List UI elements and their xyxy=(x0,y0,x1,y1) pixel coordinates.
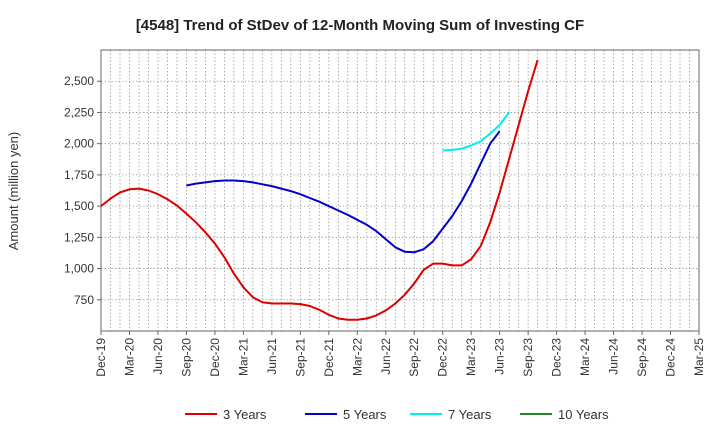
y-tick-label: 1,250 xyxy=(64,230,94,244)
legend: 3 Years 5 Years 7 Years 10 Years xyxy=(185,407,609,422)
x-tick-label: Jun-20 xyxy=(151,338,165,375)
y-tick-label: 2,000 xyxy=(64,137,94,151)
x-tick-label: Dec-19 xyxy=(94,338,108,377)
x-tick-label: Mar-23 xyxy=(464,338,478,376)
y-tick-label: 2,250 xyxy=(64,105,94,119)
x-tick-label: Dec-20 xyxy=(208,338,222,377)
x-tick-label: Sep-20 xyxy=(179,338,193,377)
x-axis-ticks: Dec-19 Mar-20 Jun-20 Sep-20 Dec-20 Mar-21 Jun-… xyxy=(94,331,706,377)
legend-label-3-years: 3 Years xyxy=(223,407,267,422)
x-tick-label: Mar-24 xyxy=(578,338,592,376)
x-tick-label: Sep-23 xyxy=(521,338,535,377)
x-tick-label: Dec-21 xyxy=(322,338,336,377)
x-tick-label: Jun-21 xyxy=(265,338,279,375)
plot-frame xyxy=(100,49,700,332)
y-tick-label: 1,000 xyxy=(64,262,94,276)
y-tick-label: 1,750 xyxy=(64,168,94,182)
x-tick-label: Dec-22 xyxy=(436,338,450,377)
x-tick-label: Dec-24 xyxy=(664,338,678,377)
legend-label-5-years: 5 Years xyxy=(343,407,387,422)
y-axis-ticks: 750 1,000 1,250 1,500 1,750 2,000 2,250 2,500 xyxy=(64,74,101,307)
series-line-3-years xyxy=(100,59,539,321)
y-tick-label: 1,500 xyxy=(64,199,94,213)
grid xyxy=(100,50,700,331)
x-tick-label: Mar-20 xyxy=(122,338,136,376)
x-tick-label: Mar-21 xyxy=(236,338,250,376)
y-axis-label: Amount (million yen) xyxy=(6,132,21,251)
x-tick-label: Mar-25 xyxy=(692,338,706,376)
y-tick-label: 750 xyxy=(74,293,94,307)
x-tick-label: Jun-23 xyxy=(493,338,507,375)
legend-label-7-years: 7 Years xyxy=(448,407,492,422)
x-tick-label: Mar-22 xyxy=(350,338,364,376)
chart-title: [4548] Trend of StDev of 12-Month Moving… xyxy=(136,17,584,34)
x-tick-label: Dec-23 xyxy=(550,338,564,377)
x-tick-label: Sep-21 xyxy=(293,338,307,377)
x-tick-label: Jun-24 xyxy=(607,338,621,375)
series-lines xyxy=(100,59,539,321)
series-line-7-years xyxy=(442,111,510,152)
y-tick-label: 2,500 xyxy=(64,74,94,88)
series-line-5-years xyxy=(186,130,501,254)
x-tick-label: Sep-24 xyxy=(635,338,649,377)
x-tick-label: Sep-22 xyxy=(407,338,421,377)
x-tick-label: Jun-22 xyxy=(379,338,393,375)
legend-label-10-years: 10 Years xyxy=(558,407,609,422)
